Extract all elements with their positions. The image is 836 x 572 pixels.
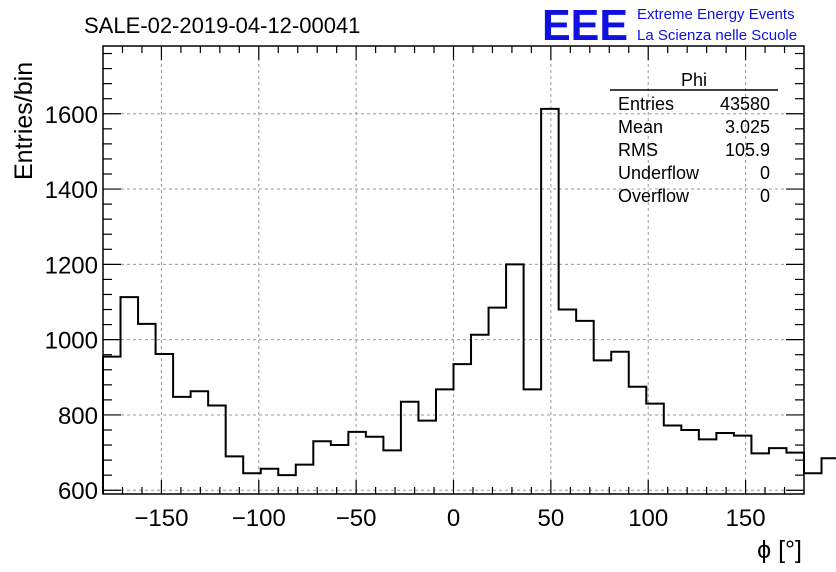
histogram-bin	[454, 364, 472, 494]
x-axis-label: ϕ [°]	[757, 536, 802, 564]
x-tick-label: −150	[134, 505, 188, 532]
x-tick-label: 0	[447, 505, 460, 532]
histogram-bin	[191, 391, 209, 494]
histogram-bin	[348, 432, 366, 494]
x-tick-label: 50	[538, 505, 565, 532]
y-tick-label: 1000	[45, 328, 98, 355]
stats-value-mean: 3.025	[725, 117, 770, 137]
x-tick-label: 100	[628, 505, 668, 532]
y-tick-label: 1400	[45, 177, 98, 204]
histogram-bin	[243, 473, 261, 494]
x-tick-label: −50	[336, 505, 377, 532]
histogram-bin	[261, 469, 279, 494]
histogram-bin	[366, 437, 384, 494]
grid-lines	[103, 46, 804, 494]
stats-label-rms: RMS	[618, 140, 658, 160]
stats-box-title: Phi	[681, 70, 707, 90]
eee-logo: EEE	[542, 1, 628, 50]
histogram-bin	[751, 453, 769, 494]
stats-label-mean: Mean	[618, 117, 663, 137]
x-tick-label: −100	[232, 505, 286, 532]
histogram-bin	[278, 475, 296, 494]
histogram-bin	[804, 473, 822, 494]
histogram-bin	[226, 456, 244, 494]
histogram-bin	[418, 421, 436, 494]
y-tick-label: 600	[58, 478, 98, 505]
histogram-bin	[506, 264, 524, 494]
histogram-bin	[734, 436, 752, 494]
org-name-line2: La Scienza nelle Scuole	[637, 27, 797, 44]
y-tick-labels: 600 800 1000 1200 1400 1600	[45, 102, 98, 505]
histogram-bin	[138, 324, 156, 494]
stats-label-overflow: Overflow	[618, 186, 690, 206]
histogram-bin	[769, 448, 787, 494]
histogram-bin	[208, 406, 226, 494]
histogram-bin	[471, 335, 489, 494]
histogram-bin	[611, 352, 629, 494]
org-name-line1: Extreme Energy Events	[637, 6, 795, 23]
x-tick-label: 150	[726, 505, 766, 532]
histogram-bin	[681, 430, 699, 494]
histogram-bin	[383, 450, 401, 494]
histogram-bin	[156, 354, 174, 494]
histogram-bin	[786, 453, 804, 494]
chart-title: SALE-02-2019-04-12-00041	[84, 13, 360, 38]
histogram-bin	[594, 360, 612, 494]
histogram-bin	[296, 465, 314, 494]
stats-label-underflow: Underflow	[618, 163, 700, 183]
histogram-bin	[121, 297, 139, 494]
axis-ticks	[103, 46, 804, 494]
histogram-outline	[102, 107, 836, 494]
histogram-bin	[699, 439, 717, 494]
stats-value-underflow: 0	[760, 163, 770, 183]
histogram-bin	[401, 402, 419, 494]
histogram-bin	[436, 389, 454, 494]
histogram-bin	[664, 425, 682, 494]
histogram-bin	[313, 441, 331, 494]
stats-value-entries: 43580	[720, 94, 770, 114]
histogram-bin	[173, 397, 191, 494]
histogram-bin	[524, 389, 542, 494]
histogram-bin	[331, 445, 349, 494]
histogram-bin	[646, 404, 664, 494]
histogram-bin	[541, 109, 559, 494]
y-tick-label: 800	[58, 403, 98, 430]
histogram-bin	[489, 308, 507, 494]
y-axis-label: Entries/bin	[10, 62, 38, 180]
histogram-bin	[103, 357, 121, 494]
histogram-bin	[822, 458, 836, 494]
histogram-bin	[629, 387, 647, 494]
histogram-bin	[559, 310, 577, 494]
histogram-bin	[576, 321, 594, 494]
y-tick-label: 1600	[45, 102, 98, 129]
stats-value-rms: 105.9	[725, 140, 770, 160]
x-tick-labels: −150 −100 −50 0 50 100 150	[134, 505, 765, 532]
stats-label-entries: Entries	[618, 94, 674, 114]
y-tick-label: 1200	[45, 252, 98, 279]
stats-value-overflow: 0	[760, 186, 770, 206]
histogram-bin	[716, 433, 734, 494]
stats-box: Phi Entries 43580 Mean 3.025 RMS 105.9 U…	[610, 70, 778, 206]
